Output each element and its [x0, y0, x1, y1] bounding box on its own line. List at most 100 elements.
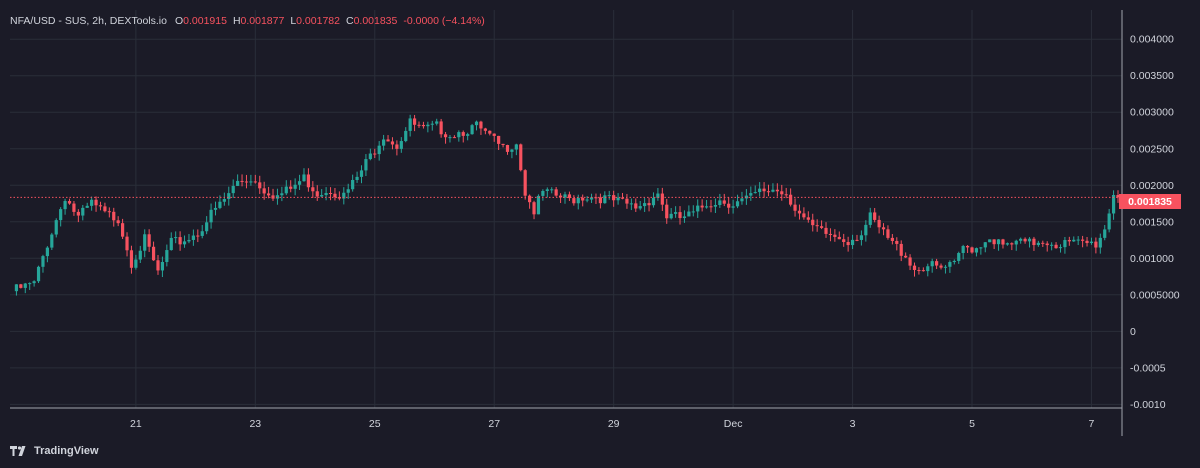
candle-body [466, 134, 470, 136]
candle-body [351, 180, 355, 190]
candle-body [289, 186, 293, 189]
candle-body [196, 235, 200, 237]
candle-body [797, 210, 802, 214]
candle-body [939, 265, 943, 268]
candle-body [1094, 241, 1098, 248]
candle-body [72, 203, 76, 212]
candle-body [1063, 240, 1067, 248]
candle-body [1067, 240, 1071, 242]
candle-body [974, 248, 979, 253]
candle-body [160, 261, 165, 271]
candle-body [240, 180, 244, 182]
candle-body [957, 253, 961, 261]
candle-body [315, 191, 319, 197]
tradingview-logo[interactable]: TradingView [10, 445, 99, 457]
candle-body [151, 246, 156, 261]
candle-body [134, 259, 138, 268]
candle-body [85, 205, 89, 208]
candle-body [169, 237, 173, 251]
candle-body [842, 239, 846, 242]
candle-body [1019, 238, 1023, 241]
candle-body [687, 211, 691, 217]
candle-body [758, 188, 762, 193]
high-label: H [232, 15, 241, 27]
price-tick-label: 0.003000 [1130, 107, 1174, 119]
candle-body [479, 121, 483, 129]
candle-body [505, 145, 510, 152]
candle-body [41, 256, 45, 267]
candle-body [284, 186, 288, 194]
candle-body [205, 222, 209, 232]
candle-body [333, 193, 337, 198]
candle-body [572, 198, 576, 204]
candle-body [581, 197, 585, 201]
candle-body [983, 242, 987, 248]
candle-body [514, 144, 518, 150]
candle-body [461, 132, 465, 136]
candle-body [510, 149, 514, 152]
candle-body [709, 206, 713, 208]
candle-body [373, 153, 377, 155]
candle-body [28, 283, 32, 285]
candle-body [426, 124, 430, 127]
candle-body [855, 239, 859, 241]
price-tick-label: 0.001500 [1130, 216, 1174, 228]
candle-body [116, 220, 120, 224]
candle-body [470, 125, 474, 135]
candle-body [1010, 243, 1014, 245]
candle-body [452, 137, 456, 139]
candle-body [359, 170, 364, 177]
candle-body [678, 212, 682, 219]
candle-body [1036, 242, 1040, 246]
candle-body [59, 209, 63, 221]
candle-body [806, 217, 810, 220]
price-tick-label: 0.002500 [1130, 143, 1174, 155]
time-axis[interactable]: 21 23 25 27 29 Dec 3 5 7 [130, 418, 1095, 430]
price-tick-label: 0.002000 [1130, 180, 1174, 192]
candle-body [731, 206, 735, 208]
candle-body [908, 257, 912, 266]
candle-body [355, 176, 359, 181]
candle-body [1005, 243, 1009, 245]
candle-body [656, 193, 660, 198]
candle-body [377, 145, 381, 155]
candle-body [992, 239, 996, 245]
candle-body [961, 246, 965, 254]
candle-body [156, 260, 160, 271]
candle-body [753, 192, 757, 194]
candle-body [258, 182, 262, 189]
candle-body [297, 181, 302, 185]
candle-body [50, 234, 54, 248]
candle-body [147, 234, 151, 247]
symbol-legend: NFA/USD - SUS, 2h, DEXTools.io O 0.00191… [10, 15, 491, 27]
candle-body [1081, 239, 1085, 241]
candle-body [536, 195, 541, 215]
candle-body [253, 181, 257, 183]
candle-body [76, 211, 80, 216]
time-tick-label: Dec [724, 418, 743, 430]
price-axis[interactable]: 0.004000 0.003500 0.003000 0.002500 0.002000… [1130, 34, 1180, 411]
candle-body [311, 187, 315, 192]
candle-body [952, 260, 956, 263]
price-tick-label: -0.0005 [1130, 362, 1166, 374]
candle-body [45, 247, 49, 257]
candle-body [1111, 195, 1116, 214]
candle-body [528, 195, 532, 203]
candle-body [191, 235, 195, 240]
candle-body [634, 203, 638, 209]
symbol-title[interactable]: NFA/USD - SUS, 2h, DEXTools.io [10, 15, 167, 27]
candle-body [917, 270, 921, 272]
candle-body [850, 239, 855, 246]
candle-body [435, 121, 439, 124]
candle-body [647, 203, 651, 206]
candle-body [497, 135, 501, 144]
tradingview-icon [10, 446, 26, 456]
candle-body [771, 189, 775, 192]
candle-body [1001, 239, 1005, 245]
candle-body [846, 241, 850, 246]
time-tick-label: 7 [1089, 418, 1095, 430]
candle-body [523, 170, 527, 196]
candle-body [320, 195, 324, 197]
candle-body [395, 144, 399, 149]
